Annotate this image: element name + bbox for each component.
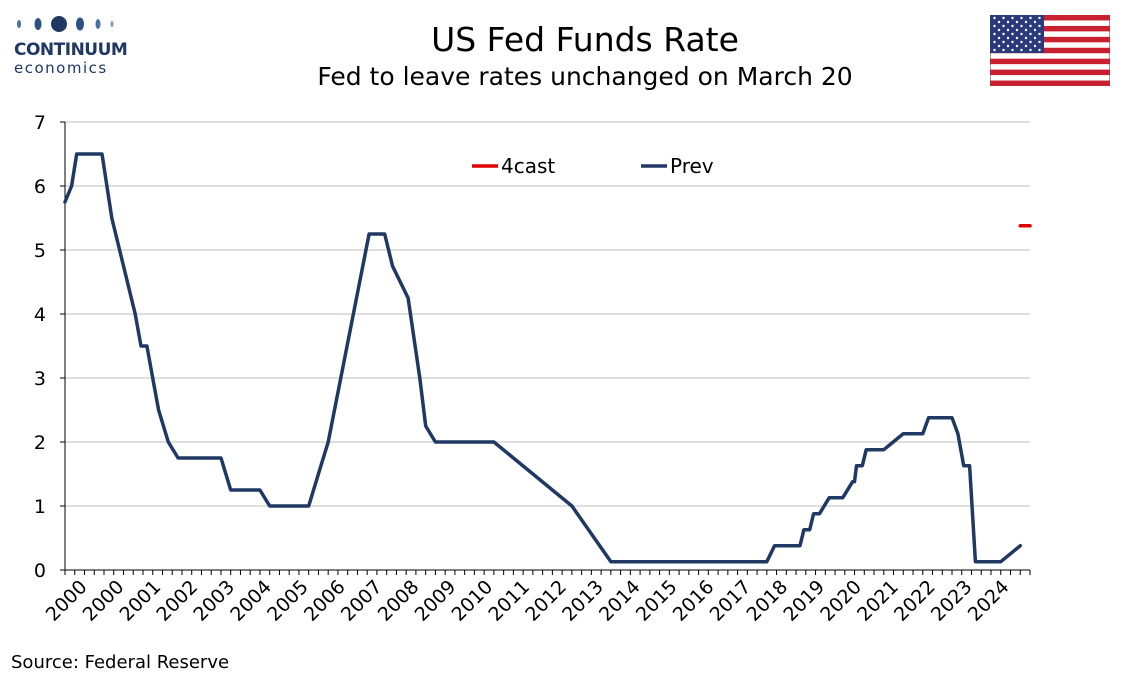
y-tick-label: 5 <box>34 240 46 262</box>
y-tick-label: 2 <box>34 432 46 454</box>
x-tick-label: 2020 <box>816 576 866 626</box>
y-tick-label: 4 <box>34 304 46 326</box>
x-tick-label: 2015 <box>632 576 682 626</box>
x-tick-label: 2010 <box>447 576 497 626</box>
x-tick-label: 2001 <box>116 576 166 626</box>
legend-label-4cast: 4cast <box>501 154 555 178</box>
x-tick-label: 2023 <box>927 576 977 626</box>
us-flag-icon <box>990 15 1110 86</box>
series-line-prev <box>63 152 1023 564</box>
y-tick-label: 1 <box>34 496 46 518</box>
y-tick-label: 7 <box>34 112 46 134</box>
x-tick-label: 2005 <box>263 576 313 626</box>
x-tick-label: 2011 <box>484 576 534 626</box>
x-tick-label: 2013 <box>558 576 608 626</box>
chart-title: US Fed Funds Rate <box>431 20 739 59</box>
chart-subtitle: Fed to leave rates unchanged on March 20 <box>317 62 853 91</box>
x-tick-label: 2014 <box>595 576 645 626</box>
x-tick-label: 2009 <box>411 576 461 626</box>
x-tick-label: 2017 <box>706 576 756 626</box>
y-tick-label: 6 <box>34 176 46 198</box>
x-tick-label: 2019 <box>779 576 829 626</box>
logo-subtitle: economics <box>14 59 108 77</box>
logo-name: CONTINUUM <box>14 40 128 60</box>
x-tick-label: 2024 <box>964 576 1014 626</box>
x-tick-label: 2007 <box>337 576 387 626</box>
continuum-logo: CONTINUUM economics <box>14 14 134 76</box>
x-tick-label: 2000 <box>79 576 129 626</box>
x-tick-label: 2012 <box>521 576 571 626</box>
x-tick-label: 2000 <box>42 576 92 626</box>
x-tick-label: 2016 <box>669 576 719 626</box>
x-tick-label: 2006 <box>300 576 350 626</box>
x-tick-label: 2018 <box>743 576 793 626</box>
y-tick-label: 3 <box>34 368 46 390</box>
x-tick-label: 2003 <box>189 576 239 626</box>
source-note: Source: Federal Reserve <box>11 652 230 673</box>
x-tick-label: 2002 <box>152 576 202 626</box>
x-tick-label: 2021 <box>853 576 903 626</box>
x-tick-label: 2008 <box>374 576 424 626</box>
logo-dots-icon <box>17 16 114 32</box>
legend-label-prev: Prev <box>670 154 714 178</box>
x-tick-label: 2004 <box>226 576 276 626</box>
y-tick-label: 0 <box>34 560 46 582</box>
x-tick-label: 2022 <box>890 576 940 626</box>
